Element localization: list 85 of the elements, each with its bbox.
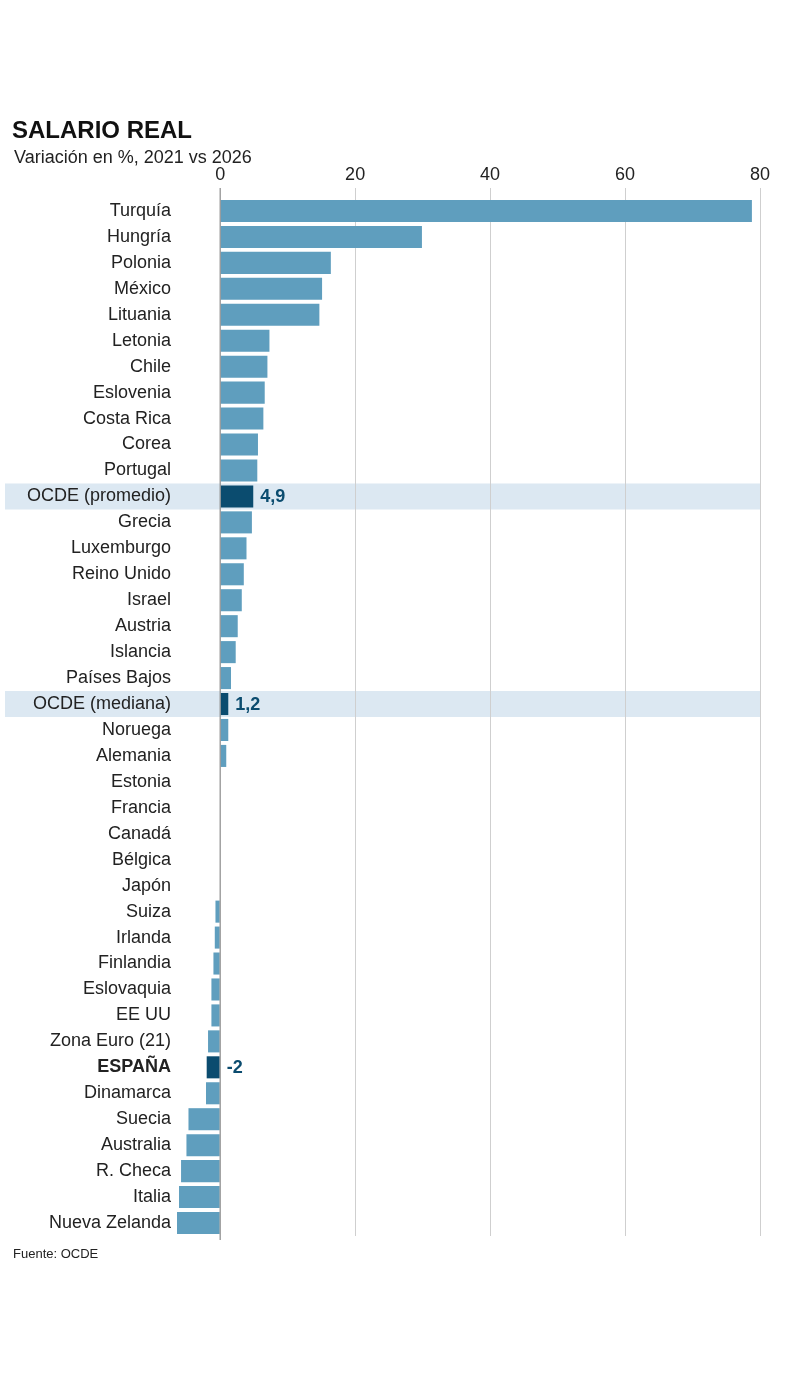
y-tick-label: Países Bajos — [65, 667, 171, 688]
y-tick-label: Lituania — [107, 303, 172, 324]
x-tick-label: 60 — [615, 164, 636, 185]
bar — [220, 641, 236, 664]
y-tick-label: Hungría — [106, 225, 172, 246]
bar — [220, 693, 229, 716]
bar — [220, 329, 270, 352]
y-tick-label: Finlandia — [97, 952, 172, 973]
y-tick-label: Australia — [100, 1134, 172, 1155]
y-tick-label: México — [113, 277, 171, 298]
bar — [179, 1186, 220, 1209]
bar — [220, 485, 254, 508]
bar — [220, 589, 242, 612]
source-note: Fuente: OCDE — [13, 1246, 99, 1262]
bar — [220, 615, 238, 638]
y-tick-label: Islancia — [109, 641, 172, 662]
bar — [220, 459, 258, 482]
data-label: 1,2 — [235, 693, 261, 714]
data-label: 4,9 — [260, 486, 286, 507]
bar — [220, 563, 244, 586]
y-tick-label: Austria — [114, 615, 172, 636]
y-tick-label: Corea — [121, 433, 172, 454]
bar — [220, 277, 323, 300]
bar — [177, 1212, 220, 1235]
bar — [220, 718, 229, 741]
y-tick-label: EE UU — [115, 1004, 171, 1025]
bar — [220, 251, 331, 274]
x-tick-label: 40 — [480, 164, 501, 185]
chart-subtitle: Variación en %, 2021 vs 2026 — [14, 147, 252, 167]
y-tick-label: Noruega — [101, 718, 172, 739]
bar — [220, 511, 252, 534]
bar — [213, 952, 220, 975]
x-tick-label: 80 — [749, 164, 771, 185]
y-tick-label: OCDE (mediana) — [32, 692, 171, 713]
bar — [215, 900, 220, 923]
y-tick-label: Israel — [126, 589, 171, 610]
y-tick-label: Alemania — [95, 744, 172, 765]
bar — [220, 433, 258, 456]
bar — [188, 1108, 220, 1131]
y-tick-label: Francia — [110, 796, 172, 817]
y-tick-label: R. Checa — [95, 1160, 172, 1181]
y-tick-label: Suecia — [115, 1108, 172, 1129]
y-tick-label: Reino Unido — [71, 563, 171, 584]
y-tick-label: Grecia — [117, 511, 172, 532]
bar — [220, 303, 320, 326]
x-tick-label: 20 — [345, 164, 366, 185]
x-tick-label: 0 — [215, 164, 226, 185]
y-tick-label: Zona Euro (21) — [49, 1030, 171, 1051]
bar — [181, 1160, 220, 1183]
y-tick-label: Canadá — [107, 822, 172, 843]
bar — [220, 381, 265, 404]
bar — [206, 1056, 220, 1079]
y-tick-label: Nueva Zelanda — [48, 1211, 172, 1232]
chart-title: SALARIO REAL — [12, 116, 192, 143]
y-tick-label: Japón — [121, 874, 171, 895]
bar — [220, 537, 247, 560]
data-label: -2 — [226, 1057, 243, 1078]
y-tick-label: OCDE (promedio) — [26, 485, 171, 506]
y-tick-label: Letonia — [111, 329, 172, 350]
bar — [214, 926, 220, 949]
bar — [206, 1082, 220, 1105]
y-tick-label: Bélgica — [111, 848, 172, 869]
bar — [211, 978, 220, 1001]
y-tick-label: Costa Rica — [82, 407, 172, 428]
y-tick-label: Irlanda — [115, 926, 172, 947]
bar — [220, 199, 752, 222]
bar — [220, 407, 264, 430]
bar — [211, 1004, 220, 1027]
bar — [208, 1030, 220, 1053]
y-tick-label: Estonia — [110, 770, 172, 791]
y-tick-label: Turquía — [109, 199, 172, 220]
y-tick-label: Portugal — [103, 459, 171, 480]
y-tick-label: Suiza — [125, 900, 172, 921]
y-tick-label: Dinamarca — [83, 1082, 172, 1103]
y-tick-label: Eslovenia — [92, 381, 172, 402]
bar — [220, 355, 268, 378]
y-tick-label: Italia — [132, 1186, 172, 1207]
y-tick-label: ESPAÑA — [97, 1055, 171, 1077]
bar — [186, 1134, 220, 1157]
y-tick-label: Eslovaquia — [82, 978, 172, 999]
y-tick-label: Luxemburgo — [70, 537, 171, 558]
y-tick-label: Polonia — [110, 251, 172, 272]
bar — [220, 667, 231, 690]
y-tick-label: Chile — [129, 355, 171, 376]
bar — [220, 225, 422, 248]
